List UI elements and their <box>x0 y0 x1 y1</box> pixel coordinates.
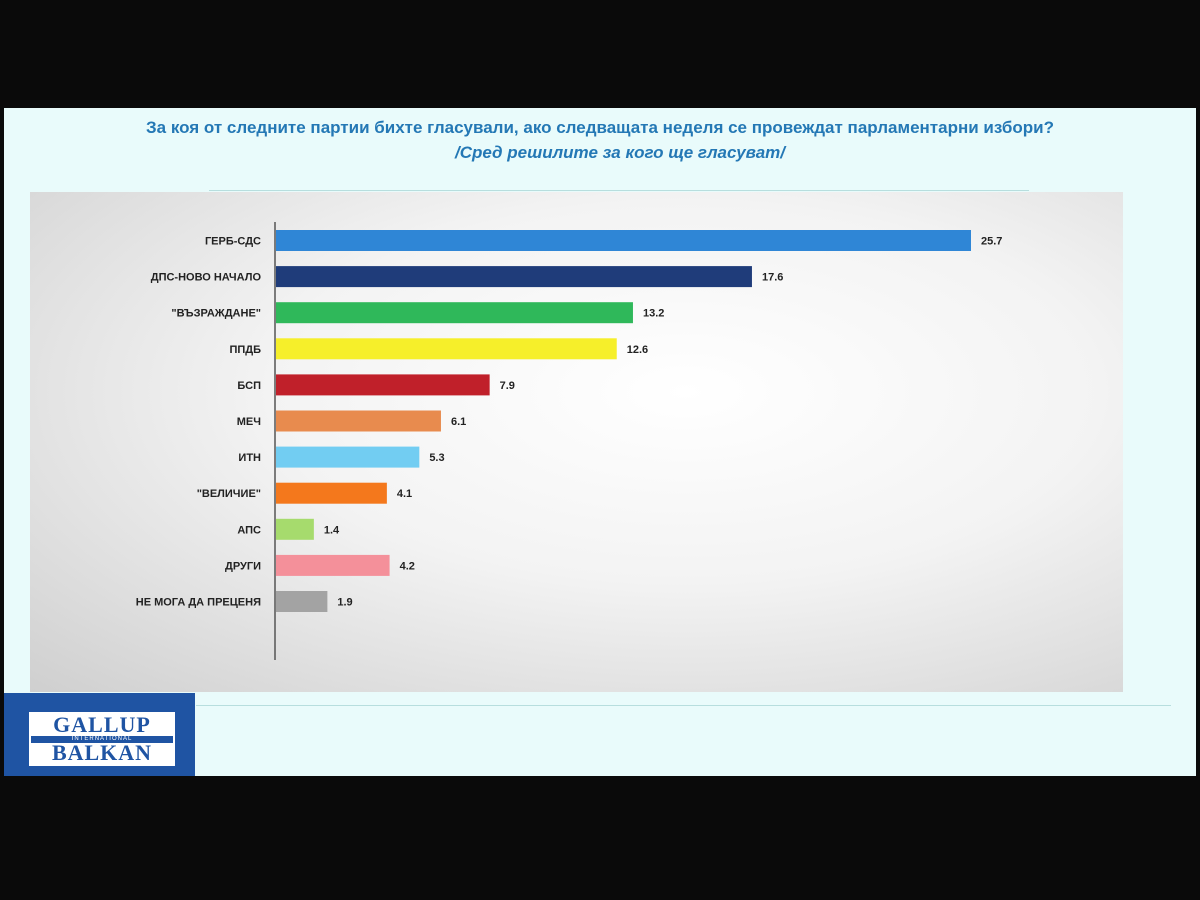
category-label: ППДБ <box>229 344 261 356</box>
logo-text-gallup: GALLUP <box>53 712 151 737</box>
category-label: БСП <box>237 380 261 392</box>
slide: За коя от следните партии бихте гласувал… <box>4 108 1196 776</box>
chart-subtitle: /Сред решилите за кого ще гласуват/ <box>454 143 786 162</box>
bar <box>276 482 387 504</box>
data-label: 17.6 <box>762 272 783 284</box>
category-label: НЕ МОГА ДА ПРЕЦЕНЯ <box>136 597 261 609</box>
divider-bottom <box>196 705 1171 706</box>
category-label: ДРУГИ <box>225 560 261 572</box>
category-label: ИТН <box>238 452 261 464</box>
bar <box>276 518 314 540</box>
data-label: 4.2 <box>400 560 415 572</box>
bar <box>276 266 752 288</box>
data-label: 1.4 <box>324 524 340 536</box>
data-label: 7.9 <box>500 380 515 392</box>
bar <box>276 446 420 468</box>
category-label: ДПС-НОВО НАЧАЛО <box>151 272 262 284</box>
category-label: "ВЪЗРАЖДАНЕ" <box>171 308 261 320</box>
data-label: 25.7 <box>981 236 1002 248</box>
category-label: АПС <box>237 524 261 536</box>
data-label: 1.9 <box>337 597 352 609</box>
data-label: 6.1 <box>451 416 466 428</box>
bar <box>276 591 328 612</box>
logo-text-international: INTERNATIONAL <box>31 736 173 743</box>
logo-text-balkan: BALKAN <box>51 740 153 765</box>
divider-top <box>209 190 1029 191</box>
data-label: 5.3 <box>429 452 444 464</box>
data-label: 13.2 <box>643 308 664 320</box>
category-label: "ВЕЛИЧИЕ" <box>197 488 261 500</box>
bar <box>276 338 617 360</box>
bar-chart: ГЕРБ-СДС 25.7 ДПС-НОВО НАЧАЛО 17.6 "ВЪЗРАЖДА… <box>136 222 1002 660</box>
category-label: ГЕРБ-СДС <box>205 236 261 248</box>
logo-box: GALLUP INTERNATIONAL BALKAN <box>29 712 175 766</box>
bars-layer: ГЕРБ-СДС 25.7 ДПС-НОВО НАЧАЛО 17.6 "ВЪЗРАЖДА… <box>136 222 1002 660</box>
bar <box>276 410 441 432</box>
category-label: МЕЧ <box>237 416 261 428</box>
chart-panel: ГЕРБ-СДС 25.7 ДПС-НОВО НАЧАЛО 17.6 "ВЪЗРАЖДА… <box>30 192 1123 692</box>
bar <box>276 374 490 396</box>
bar <box>276 230 971 251</box>
bar <box>276 554 390 576</box>
data-label: 12.6 <box>627 344 648 356</box>
data-label: 4.1 <box>397 488 412 500</box>
chart-title: За коя от следните партии бихте гласувал… <box>146 118 1054 137</box>
gallup-balkan-logo: GALLUP INTERNATIONAL BALKAN <box>4 693 195 776</box>
bar <box>276 302 633 324</box>
